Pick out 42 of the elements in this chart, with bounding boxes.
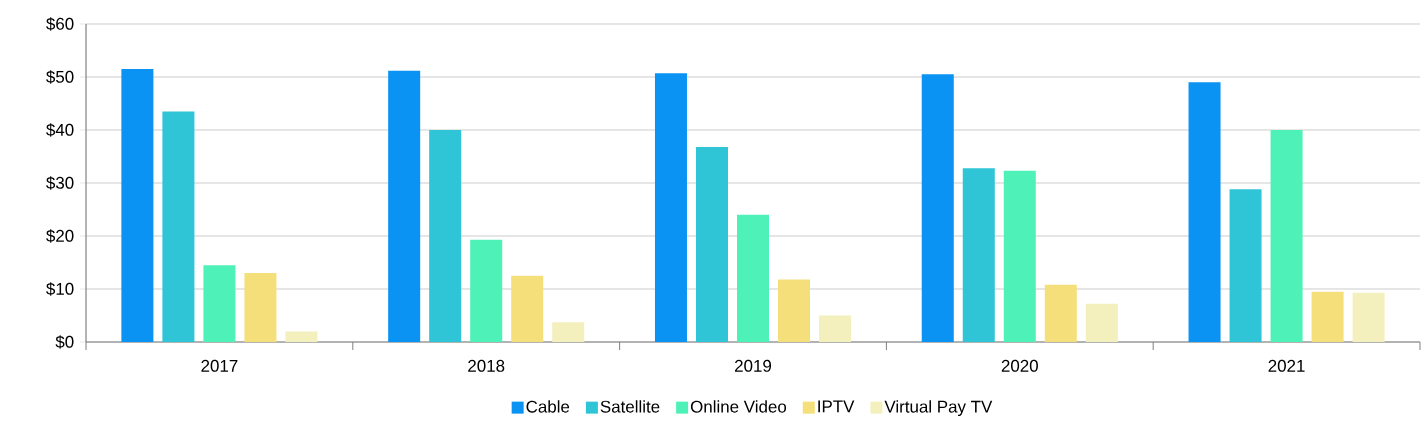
bar bbox=[1085, 303, 1118, 342]
bar bbox=[511, 275, 544, 342]
bar bbox=[1229, 189, 1262, 342]
legend-label: Cable bbox=[526, 400, 570, 413]
bar bbox=[388, 70, 421, 342]
bar bbox=[1044, 284, 1077, 342]
bar bbox=[1311, 291, 1344, 342]
bar bbox=[921, 74, 954, 342]
x-tick-label: 2018 bbox=[468, 359, 505, 372]
y-tick-label: $20 bbox=[46, 229, 74, 243]
y-tick-label: $40 bbox=[46, 123, 74, 137]
bar bbox=[1270, 129, 1303, 342]
y-tick-label: $30 bbox=[46, 176, 74, 190]
bar bbox=[285, 331, 318, 342]
bar bbox=[1188, 82, 1221, 342]
bar bbox=[736, 214, 770, 342]
bar bbox=[470, 239, 503, 342]
bar bbox=[429, 129, 462, 342]
y-tick-label: $0 bbox=[55, 335, 74, 349]
x-tick-label: 2017 bbox=[201, 359, 238, 372]
x-tick-label: 2019 bbox=[735, 359, 772, 372]
bar bbox=[121, 69, 154, 342]
bar bbox=[695, 146, 728, 342]
legend-label: Virtual Pay TV bbox=[884, 400, 993, 417]
x-tick-label: 2020 bbox=[1001, 359, 1038, 372]
bar bbox=[654, 73, 687, 342]
bar bbox=[162, 111, 195, 342]
legend-label: IPTV bbox=[818, 400, 855, 413]
legend-label: Online Video bbox=[690, 400, 787, 413]
bar bbox=[1352, 292, 1385, 342]
bar bbox=[552, 322, 585, 342]
legend-label: Satellite bbox=[600, 400, 660, 413]
bar bbox=[819, 315, 852, 342]
x-tick-label: 2021 bbox=[1268, 359, 1305, 372]
y-tick-label: $50 bbox=[46, 70, 74, 84]
bar bbox=[778, 279, 811, 342]
bar bbox=[1003, 170, 1036, 342]
y-tick-label: $10 bbox=[46, 282, 74, 296]
bar bbox=[962, 168, 995, 342]
y-tick-label: $60 bbox=[46, 17, 74, 31]
bar bbox=[244, 273, 277, 342]
bar bbox=[203, 265, 236, 342]
